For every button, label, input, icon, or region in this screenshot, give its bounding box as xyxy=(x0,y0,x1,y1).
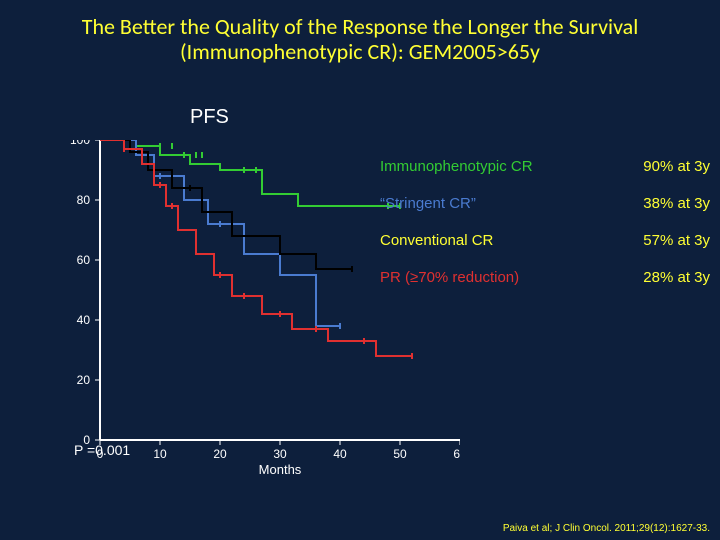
legend-value: 90% at 3y xyxy=(643,158,710,175)
legend-row: Immunophenotypic CR 90% at 3y xyxy=(380,158,710,175)
legend-label: PR (≥70% reduction) xyxy=(380,269,519,286)
legend-value: 28% at 3y xyxy=(643,269,710,286)
svg-text:60: 60 xyxy=(77,253,91,267)
svg-text:10: 10 xyxy=(153,447,167,461)
svg-text:40: 40 xyxy=(77,313,91,327)
legend-row: “Stringent CR” 38% at 3y xyxy=(380,195,710,212)
p-value-label: P =0.001 xyxy=(74,442,130,458)
legend-value: 38% at 3y xyxy=(643,195,710,212)
legend-label: Immunophenotypic CR xyxy=(380,158,533,175)
legend-row: PR (≥70% reduction) 28% at 3y xyxy=(380,269,710,286)
svg-text:40: 40 xyxy=(333,447,347,461)
svg-text:50: 50 xyxy=(393,447,407,461)
slide-title: The Better the Quality of the Response t… xyxy=(40,14,680,65)
svg-text:100: 100 xyxy=(70,140,90,147)
svg-text:80: 80 xyxy=(77,193,91,207)
svg-text:Months: Months xyxy=(259,462,302,477)
svg-text:60: 60 xyxy=(453,447,460,461)
svg-text:20: 20 xyxy=(213,447,227,461)
legend-value: 57% at 3y xyxy=(643,232,710,249)
legend-label: Conventional CR xyxy=(380,232,493,249)
chart-legend: Immunophenotypic CR 90% at 3y “Stringent C… xyxy=(380,158,710,306)
citation-text: Paiva et al; J Clin Oncol. 2011;29(12):1… xyxy=(503,523,710,534)
legend-row: Conventional CR 57% at 3y xyxy=(380,232,710,249)
legend-label: “Stringent CR” xyxy=(380,195,476,212)
svg-text:30: 30 xyxy=(273,447,287,461)
chart-title: PFS xyxy=(190,106,229,129)
svg-text:20: 20 xyxy=(77,373,91,387)
